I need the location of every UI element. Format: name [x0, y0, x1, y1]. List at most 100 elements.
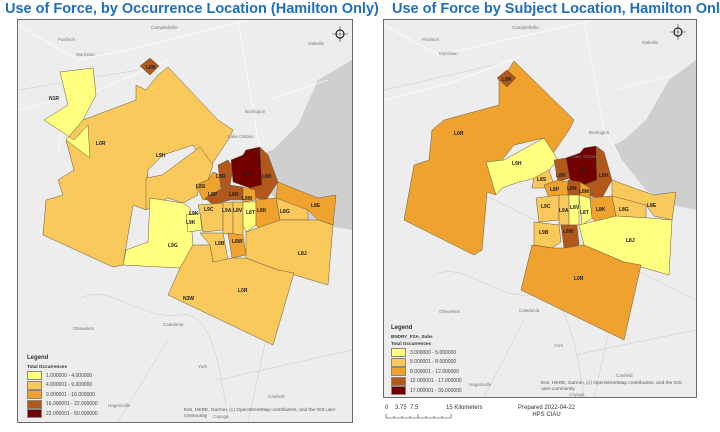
- region-L8N[interactable]: [496, 69, 517, 88]
- svg-text:L8M: L8M: [242, 196, 252, 202]
- svg-text:L8R: L8R: [556, 173, 566, 179]
- region-L8N[interactable]: [139, 57, 160, 76]
- place-label: Canfield: [268, 394, 285, 399]
- legend-field: Total Occurrences: [391, 341, 431, 346]
- left-map-title: Use of Force, by Occurrence Location (Ha…: [5, 1, 379, 17]
- place-label: Campbellville: [512, 25, 539, 30]
- svg-text:L8G: L8G: [280, 209, 290, 215]
- region-L9B[interactable]: [533, 221, 562, 249]
- left-map-frame[interactable]: Campbellville Puslinch Morriston Oakvill…: [17, 19, 353, 423]
- right-map-frame[interactable]: Campbellville Puslinch Morriston Oakvill…: [383, 19, 697, 398]
- north-arrow-icon: [670, 24, 686, 40]
- legend-row: 4.000001 - 9.000000: [27, 380, 98, 391]
- svg-text:L8T: L8T: [246, 210, 255, 216]
- legend-row: 17.000001 - 39.000000: [391, 386, 462, 396]
- place-label: Oakville: [308, 41, 325, 46]
- svg-text:L8N: L8N: [229, 192, 239, 198]
- north-arrow-icon: [332, 26, 348, 42]
- svg-text:L0R: L0R: [574, 276, 584, 282]
- svg-text:L8J: L8J: [626, 238, 635, 244]
- prepared-date: Prepared 2022-04-22: [518, 405, 576, 411]
- region-L9K[interactable]: [185, 212, 203, 233]
- svg-text:L8G: L8G: [619, 207, 629, 213]
- svg-text:L8N: L8N: [567, 186, 577, 192]
- svg-text:L9C: L9C: [541, 204, 551, 210]
- left-map-canvas: Campbellville Puslinch Morriston Oakvill…: [18, 20, 352, 422]
- scale-tick-label: 3.75: [395, 405, 407, 411]
- svg-text:L9A: L9A: [559, 208, 569, 214]
- place-label: Cayuga: [213, 414, 229, 419]
- legend-label: 22.000001 - 50.000000: [46, 410, 98, 417]
- legend-row: 5.000001 - 8.000000: [391, 357, 462, 368]
- svg-text:L9B: L9B: [215, 241, 225, 247]
- svg-text:L8E: L8E: [311, 203, 321, 209]
- region-L8R[interactable]: [217, 159, 234, 189]
- svg-text:L8L: L8L: [579, 168, 588, 174]
- region-L0R-south[interactable]: [167, 244, 295, 346]
- legend-row: 22.000001 - 50.000000: [27, 409, 98, 419]
- legend-label: 12.000001 - 17.000000: [410, 378, 462, 385]
- legend-swatch: [27, 399, 42, 409]
- scale-tick-label: 0: [385, 405, 389, 411]
- place-label: Campbellville: [151, 25, 178, 30]
- svg-text:L8K: L8K: [257, 208, 267, 214]
- svg-text:L8E: L8E: [647, 203, 657, 209]
- svg-text:L9K: L9K: [186, 220, 196, 226]
- svg-text:L9H: L9H: [512, 161, 522, 167]
- svg-text:L8K: L8K: [596, 207, 606, 213]
- legend-row: 3.000000 - 5.000000: [391, 348, 462, 358]
- place-label: York: [198, 364, 208, 369]
- place-label: Lake Ontario: [228, 134, 254, 139]
- svg-text:L8L: L8L: [243, 172, 252, 178]
- region-L8W[interactable]: [227, 232, 247, 259]
- legend-swatch: [27, 390, 42, 400]
- legend-label: 4.000001 - 9.000000: [46, 382, 93, 389]
- svg-text:L8S: L8S: [196, 184, 206, 190]
- svg-text:L8W: L8W: [563, 229, 574, 235]
- svg-text:L0R: L0R: [454, 131, 464, 137]
- svg-text:L8H: L8H: [262, 174, 272, 180]
- legend-swatch: [391, 386, 406, 396]
- region-L0R-south[interactable]: [520, 244, 642, 341]
- svg-text:L8M: L8M: [579, 189, 589, 195]
- scale-bar: 0 3.75 7.5 15 Kilometers: [385, 405, 483, 421]
- svg-text:L9G: L9G: [168, 243, 178, 249]
- region-L9G[interactable]: [122, 197, 194, 269]
- map-credit: Esri, HERE, Garmin, (c) OpenStreetMap co…: [541, 381, 682, 392]
- svg-text:L8S: L8S: [537, 177, 547, 183]
- legend-row: 12.000001 - 17.000000: [391, 376, 462, 387]
- svg-text:L0R: L0R: [96, 141, 106, 147]
- region-L0R[interactable]: [403, 60, 575, 256]
- scale-tick-label: 7.5: [410, 405, 419, 411]
- legend-swatch: [391, 348, 406, 358]
- legend-label: 16.000001 - 22.000000: [46, 401, 98, 408]
- legend-row: 16.000001 - 22.000000: [27, 399, 98, 410]
- place-label: Lake Ontario: [572, 154, 598, 159]
- region-L8H[interactable]: [583, 145, 613, 199]
- svg-text:L9C: L9C: [204, 207, 214, 213]
- place-label: Puslinch: [58, 37, 76, 42]
- region-L8W[interactable]: [560, 224, 580, 249]
- place-label: Caledonia: [519, 308, 540, 313]
- svg-text:L9K: L9K: [189, 211, 199, 217]
- svg-text:L8W: L8W: [232, 239, 243, 245]
- region-L8H[interactable]: [249, 146, 279, 201]
- place-label: Caledonia: [163, 322, 184, 327]
- svg-text:L8P: L8P: [208, 192, 218, 198]
- legend-title: Legend: [27, 355, 49, 361]
- svg-text:L9B: L9B: [539, 230, 549, 236]
- region-L9A[interactable]: [222, 201, 234, 236]
- svg-text:N1R: N1R: [49, 96, 59, 102]
- region-L8L[interactable]: [230, 146, 263, 189]
- right-legend: Legend BNDRY_FSA_Subs Total Occurrences …: [391, 325, 462, 396]
- region-L8L[interactable]: [565, 145, 598, 186]
- region-L8V[interactable]: [232, 201, 244, 236]
- place-label: Puslinch: [422, 37, 440, 42]
- region-L8T[interactable]: [242, 201, 257, 233]
- region-L9C[interactable]: [197, 202, 224, 233]
- prepared-note: Prepared 2022-04-22 HPS CIAU: [518, 405, 575, 419]
- region-N1R[interactable]: [43, 67, 97, 159]
- place-label: Hagersville: [108, 403, 131, 408]
- legend-row: 8.000001 - 12.000000: [391, 367, 462, 377]
- right-map-canvas: Campbellville Puslinch Morriston Oakvill…: [384, 20, 696, 397]
